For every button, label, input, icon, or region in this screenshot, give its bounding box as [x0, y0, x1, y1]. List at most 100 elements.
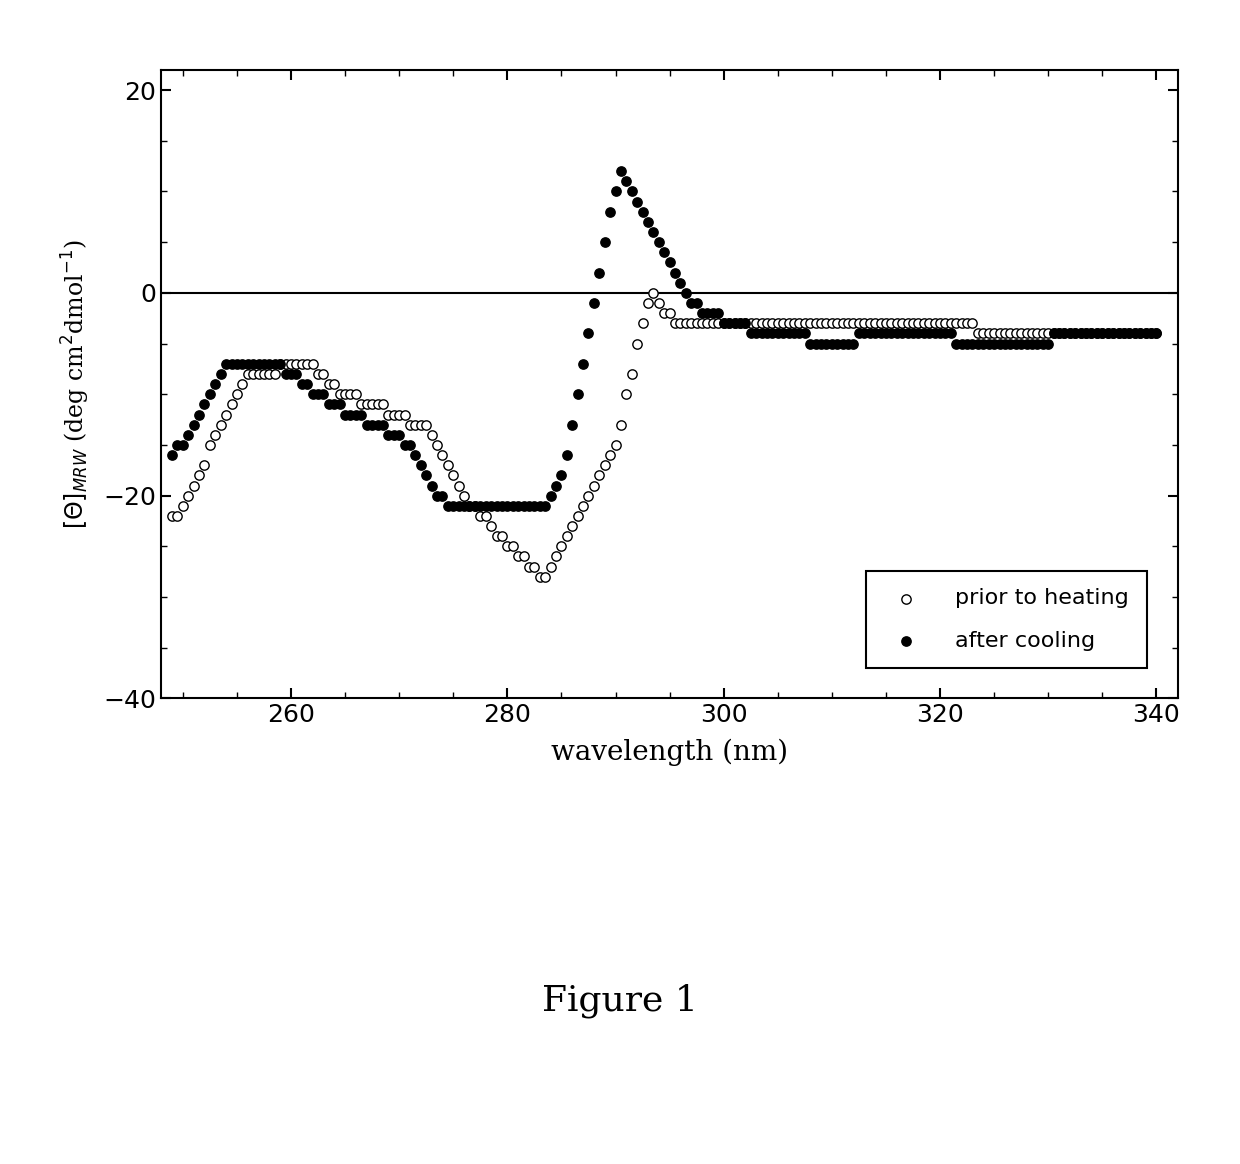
after cooling	[259, 355, 279, 374]
after cooling	[1049, 324, 1069, 342]
after cooling	[422, 476, 441, 495]
prior to heating	[291, 355, 311, 374]
after cooling	[362, 416, 382, 434]
after cooling	[308, 385, 327, 404]
after cooling	[557, 446, 577, 464]
after cooling	[994, 334, 1014, 353]
after cooling	[746, 324, 766, 342]
after cooling	[529, 497, 549, 516]
prior to heating	[644, 284, 663, 303]
prior to heating	[465, 497, 485, 516]
after cooling	[887, 324, 906, 342]
prior to heating	[206, 426, 226, 445]
after cooling	[417, 466, 436, 484]
after cooling	[621, 183, 641, 201]
after cooling	[389, 426, 409, 445]
prior to heating	[476, 506, 496, 525]
prior to heating	[1012, 324, 1032, 342]
after cooling	[384, 426, 404, 445]
after cooling	[605, 183, 625, 201]
prior to heating	[552, 537, 572, 555]
after cooling	[985, 334, 1004, 353]
after cooling	[568, 385, 588, 404]
prior to heating	[1049, 324, 1069, 342]
after cooling	[200, 385, 219, 404]
after cooling	[536, 497, 556, 516]
after cooling	[1060, 324, 1080, 342]
prior to heating	[1104, 324, 1123, 342]
after cooling	[1125, 324, 1145, 342]
after cooling	[206, 375, 226, 393]
after cooling	[703, 304, 723, 322]
after cooling	[925, 324, 945, 342]
after cooling	[270, 355, 290, 374]
after cooling	[503, 497, 523, 516]
prior to heating	[833, 314, 853, 333]
prior to heating	[1038, 324, 1058, 342]
prior to heating	[460, 497, 480, 516]
after cooling	[172, 435, 192, 454]
prior to heating	[774, 314, 794, 333]
prior to heating	[768, 314, 787, 333]
prior to heating	[362, 395, 382, 413]
prior to heating	[308, 364, 327, 383]
prior to heating	[994, 324, 1014, 342]
after cooling	[335, 405, 355, 424]
after cooling	[410, 456, 430, 475]
after cooling	[573, 355, 593, 374]
after cooling	[946, 334, 966, 353]
after cooling	[909, 324, 929, 342]
prior to heating	[179, 487, 198, 505]
after cooling	[394, 435, 414, 454]
prior to heating	[660, 304, 680, 322]
after cooling	[600, 203, 620, 221]
after cooling	[724, 314, 744, 333]
prior to heating	[687, 314, 707, 333]
after cooling	[346, 405, 366, 424]
after cooling	[687, 293, 707, 312]
prior to heating	[405, 416, 425, 434]
prior to heating	[525, 558, 544, 576]
prior to heating	[497, 537, 517, 555]
after cooling	[616, 172, 636, 191]
after cooling	[195, 395, 215, 413]
prior to heating	[849, 314, 869, 333]
after cooling	[822, 334, 842, 353]
prior to heating	[341, 385, 361, 404]
after cooling	[243, 355, 263, 374]
prior to heating	[584, 476, 604, 495]
prior to heating	[1136, 324, 1156, 342]
after cooling	[454, 497, 474, 516]
after cooling	[238, 355, 258, 374]
prior to heating	[259, 364, 279, 383]
after cooling	[357, 416, 377, 434]
prior to heating	[470, 506, 490, 525]
after cooling	[1092, 324, 1112, 342]
after cooling	[930, 324, 950, 342]
prior to heating	[806, 314, 826, 333]
prior to heating	[1001, 324, 1021, 342]
after cooling	[611, 162, 631, 180]
after cooling	[1006, 334, 1025, 353]
after cooling	[843, 334, 863, 353]
prior to heating	[616, 385, 636, 404]
prior to heating	[843, 314, 863, 333]
after cooling	[341, 405, 361, 424]
prior to heating	[914, 314, 934, 333]
after cooling	[438, 497, 458, 516]
after cooling	[351, 405, 371, 424]
prior to heating	[454, 487, 474, 505]
after cooling	[870, 324, 890, 342]
prior to heating	[1033, 324, 1053, 342]
prior to heating	[172, 497, 192, 516]
after cooling	[1017, 334, 1037, 353]
after cooling	[779, 324, 799, 342]
prior to heating	[724, 314, 744, 333]
after cooling	[935, 324, 955, 342]
after cooling	[1109, 324, 1128, 342]
after cooling	[552, 466, 572, 484]
after cooling	[795, 324, 815, 342]
prior to heating	[249, 364, 269, 383]
after cooling	[893, 324, 913, 342]
after cooling	[460, 497, 480, 516]
